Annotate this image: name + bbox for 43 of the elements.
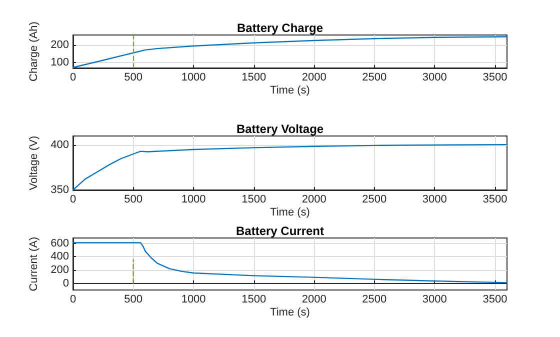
- x-tick-label: 1500: [242, 194, 266, 206]
- x-tick-label: 500: [124, 72, 142, 84]
- y-axis-title: Current (A): [28, 236, 40, 292]
- x-tick-label: 2500: [362, 194, 387, 206]
- x-tick-label: 2000: [302, 294, 326, 306]
- line-series: [72, 242, 508, 284]
- x-tick-label: 3000: [422, 294, 447, 306]
- x-tick-label: 3500: [482, 194, 508, 206]
- x-tick-label: 0: [70, 194, 76, 206]
- chart-title: Battery Current: [236, 224, 324, 238]
- y-tick-label: 400: [50, 139, 69, 151]
- x-tick-label: 0: [70, 72, 76, 84]
- x-tick-label: 2000: [302, 72, 326, 84]
- x-tick-label: 0: [70, 294, 76, 306]
- x-axis-title: Time (s): [270, 206, 310, 218]
- x-tick-label: 1500: [242, 294, 266, 306]
- x-tick-label: 2500: [362, 294, 387, 306]
- chart-title: Battery Charge: [236, 21, 324, 35]
- x-tick-label: 1000: [181, 194, 206, 206]
- x-tick-label: 1000: [181, 294, 206, 306]
- y-tick-label: 600: [50, 237, 69, 250]
- x-tick-label: 3000: [422, 194, 447, 206]
- x-tick-label: 3500: [482, 294, 508, 306]
- x-tick-label: 500: [124, 194, 142, 206]
- line-series: [72, 36, 508, 68]
- y-tick-label: 350: [50, 184, 69, 196]
- y-tick-label: 100: [50, 56, 69, 68]
- y-tick-label: 200: [50, 264, 69, 276]
- chart-title: Battery Voltage: [236, 122, 324, 136]
- x-tick-label: 3000: [422, 72, 447, 84]
- x-tick-label: 1000: [181, 72, 206, 84]
- y-tick-label: 200: [50, 39, 69, 52]
- x-axis-title: Time (s): [270, 84, 310, 96]
- y-tick-label: 400: [50, 250, 69, 263]
- x-tick-label: 3500: [482, 72, 508, 84]
- x-tick-label: 1500: [242, 72, 266, 84]
- y-axis-title: Voltage (V): [28, 136, 40, 190]
- y-axis-title: Charge (Ah): [28, 22, 40, 82]
- x-axis-title: Time (s): [270, 306, 310, 318]
- y-tick-label: 0: [62, 277, 69, 290]
- x-tick-label: 2500: [362, 72, 387, 84]
- x-tick-label: 2000: [302, 194, 326, 206]
- x-tick-label: 500: [124, 294, 142, 306]
